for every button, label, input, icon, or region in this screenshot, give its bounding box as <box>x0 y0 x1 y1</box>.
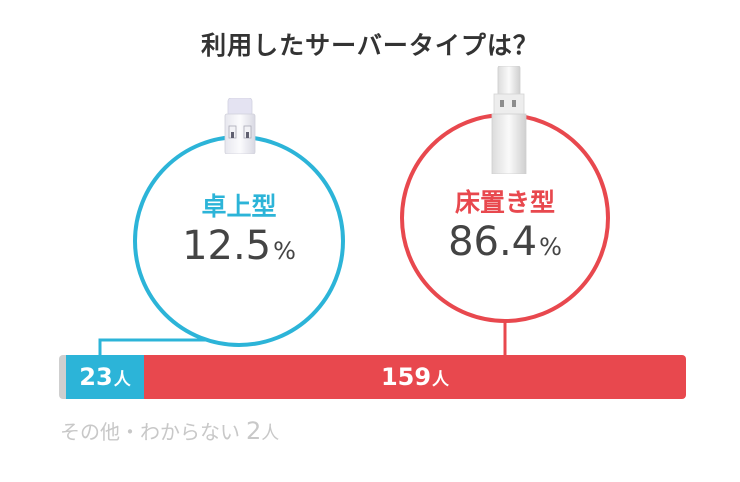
floor-count-unit: 人 <box>432 369 450 390</box>
tabletop-water-server-icon <box>224 98 256 154</box>
tabletop-count: 23 <box>79 363 113 391</box>
bar-segment-floor: 159 人 <box>144 355 686 399</box>
other-count: 2 <box>246 417 262 445</box>
other-note: その他・わからない 2人 <box>60 416 279 445</box>
floor-count: 159 <box>380 363 432 391</box>
chart-title: 利用したサーバータイプは？ <box>201 31 539 60</box>
tabletop-percent: 12.5% <box>137 223 341 269</box>
bar-segment-tabletop: 23 人 <box>66 355 144 399</box>
floor-percent: 86.4% <box>404 219 606 265</box>
other-count-unit: 人 <box>261 423 280 444</box>
tabletop-label: 卓上型 <box>201 192 277 221</box>
floor-percent-value: 86.4 <box>448 219 538 265</box>
tabletop-count-unit: 人 <box>113 369 131 390</box>
stacked-bar: 23 人 159 人 <box>59 355 686 399</box>
bar-segment-other <box>59 355 66 399</box>
floor-label: 床置き型 <box>454 188 555 217</box>
tabletop-percent-sign: % <box>273 237 296 265</box>
tabletop-percent-value: 12.5 <box>182 223 272 269</box>
floor-percent-sign: % <box>539 233 562 261</box>
other-label: その他・わからない <box>60 420 240 444</box>
tabletop-circle: 卓上型 12.5% <box>133 135 345 347</box>
floor-standing-water-server-icon <box>491 66 527 174</box>
